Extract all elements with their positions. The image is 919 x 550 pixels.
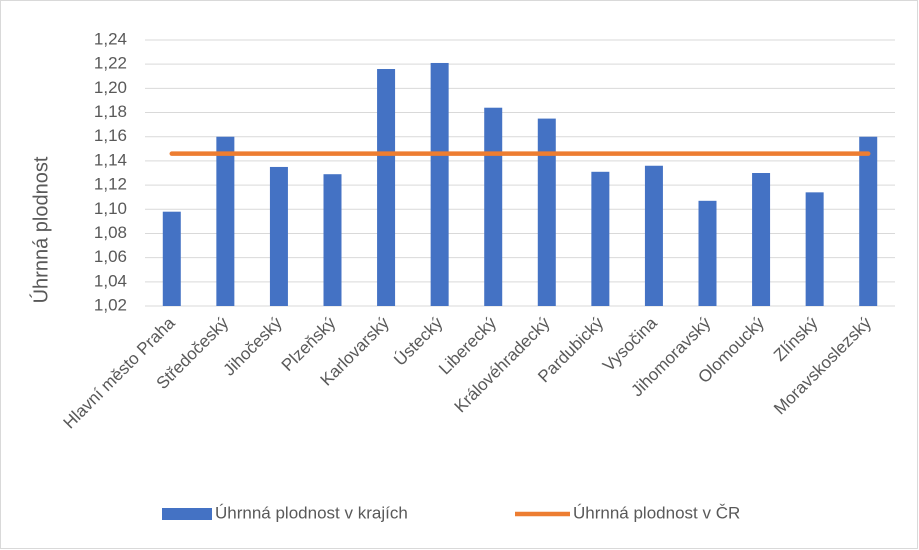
- legend-swatch: [162, 508, 212, 520]
- legend-label: Úhrnná plodnost v ČR: [573, 503, 740, 522]
- bar: [430, 62, 449, 306]
- bar: [323, 174, 342, 306]
- bar: [377, 69, 396, 306]
- y-tick-label: 1,16: [94, 126, 127, 145]
- y-tick-label: 1,24: [94, 29, 127, 48]
- y-tick-label: 1,22: [94, 54, 127, 73]
- bar: [269, 166, 288, 306]
- bar: [216, 136, 235, 306]
- y-tick-label: 1,14: [94, 150, 127, 169]
- bar: [859, 136, 878, 306]
- bar: [698, 200, 717, 306]
- y-tick-label: 1,02: [94, 295, 127, 314]
- bar: [484, 107, 503, 306]
- bar: [537, 118, 556, 306]
- legend-label: Úhrnná plodnost v krajích: [215, 503, 408, 522]
- y-tick-label: 1,12: [94, 175, 127, 194]
- bar: [644, 165, 663, 306]
- bar: [162, 211, 181, 306]
- y-tick-label: 1,20: [94, 78, 127, 97]
- y-tick-label: 1,10: [94, 199, 127, 218]
- bar: [805, 192, 824, 306]
- y-tick-label: 1,08: [94, 223, 127, 242]
- y-tick-label: 1,06: [94, 247, 127, 266]
- bar: [591, 171, 610, 306]
- y-tick-label: 1,18: [94, 102, 127, 121]
- bar: [752, 173, 771, 306]
- y-tick-label: 1,04: [94, 271, 127, 290]
- y-axis-title: Úhrnná plodnost: [29, 156, 52, 303]
